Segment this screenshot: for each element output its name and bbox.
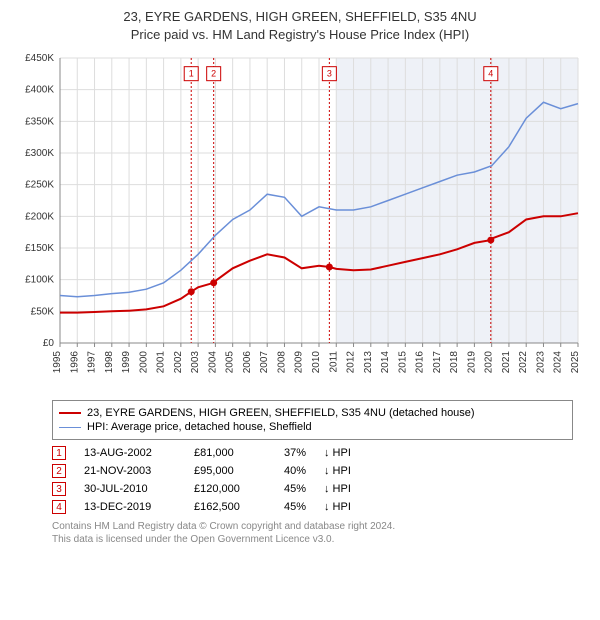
- svg-text:2012: 2012: [346, 351, 357, 374]
- svg-text:2009: 2009: [294, 351, 305, 374]
- svg-text:2024: 2024: [553, 351, 564, 374]
- svg-text:2023: 2023: [535, 351, 546, 374]
- transaction-rel: ↓ HPI: [324, 447, 351, 459]
- svg-text:2003: 2003: [190, 351, 201, 374]
- transaction-table: 1 13-AUG-2002 £81,000 37% ↓ HPI 2 21-NOV…: [52, 446, 573, 514]
- svg-text:1999: 1999: [121, 351, 132, 374]
- svg-text:2013: 2013: [363, 351, 374, 374]
- legend-item-price-paid: 23, EYRE GARDENS, HIGH GREEN, SHEFFIELD,…: [59, 407, 566, 419]
- title-address: 23, EYRE GARDENS, HIGH GREEN, SHEFFIELD,…: [12, 8, 588, 26]
- svg-text:4: 4: [488, 69, 493, 79]
- transaction-marker-3: 3: [52, 482, 66, 496]
- title-block: 23, EYRE GARDENS, HIGH GREEN, SHEFFIELD,…: [12, 8, 588, 44]
- transaction-price: £120,000: [194, 483, 284, 495]
- chart-container: 23, EYRE GARDENS, HIGH GREEN, SHEFFIELD,…: [0, 0, 600, 554]
- svg-text:2021: 2021: [501, 351, 512, 374]
- transaction-pct: 37%: [284, 447, 324, 459]
- chart-svg: £0 £50K £100K £150K £200K £250K £300K £350K £400…: [12, 50, 588, 390]
- table-row: 3 30-JUL-2010 £120,000 45% ↓ HPI: [52, 482, 573, 496]
- table-row: 1 13-AUG-2002 £81,000 37% ↓ HPI: [52, 446, 573, 460]
- svg-text:£200K: £200K: [25, 212, 54, 223]
- legend-swatch-hpi: [59, 427, 81, 428]
- transaction-price: £162,500: [194, 501, 284, 513]
- transaction-rel: ↓ HPI: [324, 465, 351, 477]
- footer-line2: This data is licensed under the Open Gov…: [52, 533, 573, 546]
- svg-text:2019: 2019: [466, 351, 477, 374]
- svg-text:£250K: £250K: [25, 180, 54, 191]
- svg-text:2004: 2004: [207, 351, 218, 374]
- svg-text:2007: 2007: [259, 351, 270, 374]
- svg-text:£150K: £150K: [25, 243, 54, 254]
- svg-text:1996: 1996: [69, 351, 80, 374]
- svg-text:1997: 1997: [87, 351, 98, 374]
- svg-text:£50K: £50K: [31, 307, 55, 318]
- footer-line1: Contains HM Land Registry data © Crown c…: [52, 520, 573, 533]
- svg-text:2011: 2011: [328, 351, 339, 373]
- svg-text:2005: 2005: [225, 351, 236, 374]
- transaction-date: 13-DEC-2019: [84, 501, 194, 513]
- transaction-marker-4: 4: [52, 500, 66, 514]
- transaction-price: £81,000: [194, 447, 284, 459]
- transaction-pct: 40%: [284, 465, 324, 477]
- svg-text:2010: 2010: [311, 351, 322, 374]
- svg-text:2008: 2008: [276, 351, 287, 374]
- svg-text:£400K: £400K: [25, 85, 54, 96]
- legend-item-hpi: HPI: Average price, detached house, Shef…: [59, 421, 566, 433]
- svg-text:2020: 2020: [484, 351, 495, 374]
- transaction-pct: 45%: [284, 501, 324, 513]
- legend-swatch-price-paid: [59, 412, 81, 414]
- transaction-pct: 45%: [284, 483, 324, 495]
- svg-text:2: 2: [211, 69, 216, 79]
- transaction-marker-2: 2: [52, 464, 66, 478]
- svg-text:2000: 2000: [138, 351, 149, 374]
- svg-text:2006: 2006: [242, 351, 253, 374]
- transaction-rel: ↓ HPI: [324, 501, 351, 513]
- svg-text:3: 3: [327, 69, 332, 79]
- footer: Contains HM Land Registry data © Crown c…: [52, 520, 573, 546]
- svg-text:£350K: £350K: [25, 117, 54, 128]
- legend-label-price-paid: 23, EYRE GARDENS, HIGH GREEN, SHEFFIELD,…: [87, 407, 475, 419]
- svg-text:1: 1: [189, 69, 194, 79]
- svg-text:2014: 2014: [380, 351, 391, 374]
- transaction-date: 13-AUG-2002: [84, 447, 194, 459]
- svg-text:2016: 2016: [415, 351, 426, 374]
- transaction-date: 21-NOV-2003: [84, 465, 194, 477]
- svg-text:2002: 2002: [173, 351, 184, 374]
- svg-text:£300K: £300K: [25, 148, 54, 159]
- svg-text:2015: 2015: [397, 351, 408, 374]
- transaction-marker-1: 1: [52, 446, 66, 460]
- svg-text:1998: 1998: [104, 351, 115, 374]
- chart: £0 £50K £100K £150K £200K £250K £300K £350K £400…: [12, 50, 588, 390]
- table-row: 2 21-NOV-2003 £95,000 40% ↓ HPI: [52, 464, 573, 478]
- title-subtitle: Price paid vs. HM Land Registry's House …: [12, 26, 588, 44]
- svg-text:2025: 2025: [570, 351, 581, 374]
- svg-text:£0: £0: [43, 338, 55, 349]
- transaction-date: 30-JUL-2010: [84, 483, 194, 495]
- svg-text:2017: 2017: [432, 351, 443, 374]
- table-row: 4 13-DEC-2019 £162,500 45% ↓ HPI: [52, 500, 573, 514]
- svg-text:2001: 2001: [156, 351, 167, 374]
- svg-text:£100K: £100K: [25, 275, 54, 286]
- svg-text:2022: 2022: [518, 351, 529, 374]
- svg-text:2018: 2018: [449, 351, 460, 374]
- svg-text:1995: 1995: [52, 351, 63, 374]
- legend-label-hpi: HPI: Average price, detached house, Shef…: [87, 421, 312, 433]
- transaction-rel: ↓ HPI: [324, 483, 351, 495]
- transaction-price: £95,000: [194, 465, 284, 477]
- svg-text:£450K: £450K: [25, 53, 54, 64]
- legend: 23, EYRE GARDENS, HIGH GREEN, SHEFFIELD,…: [52, 400, 573, 440]
